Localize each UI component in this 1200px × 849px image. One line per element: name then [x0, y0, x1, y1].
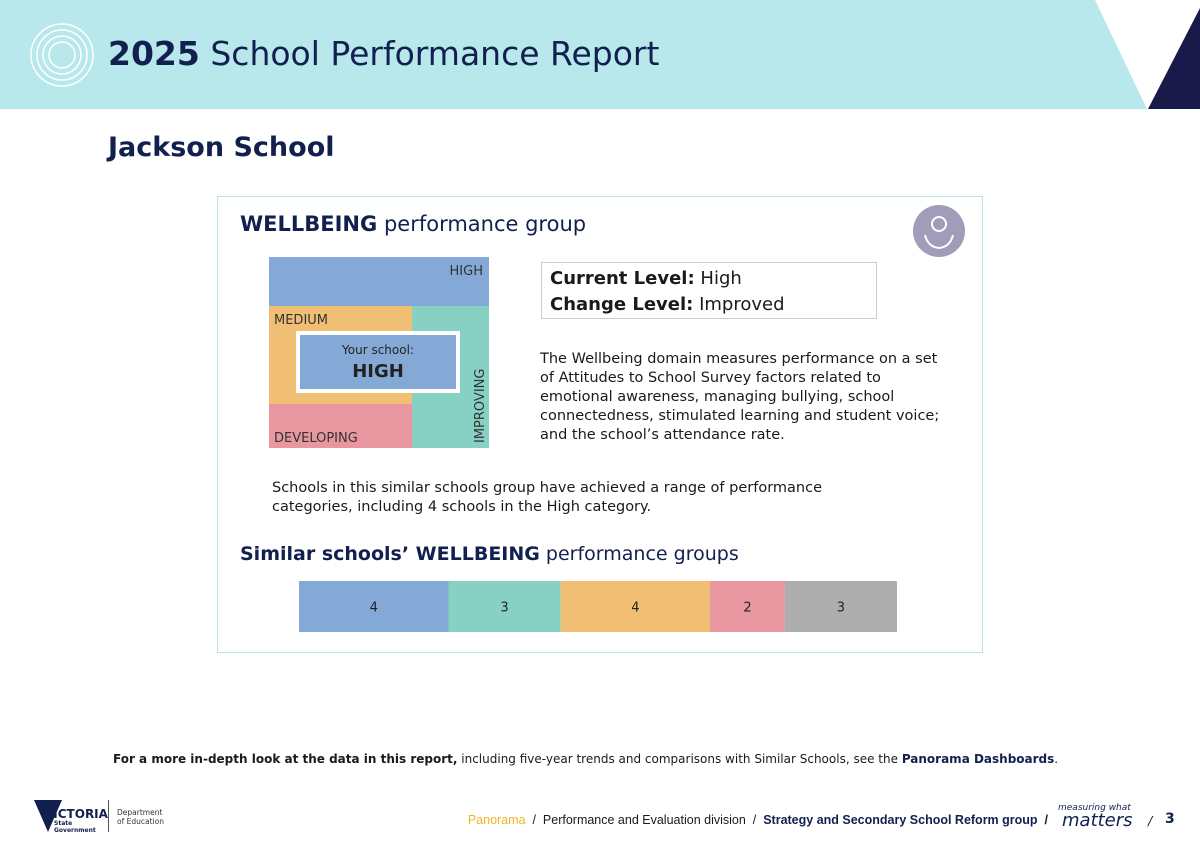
note-text: including five-year trends and compariso… [461, 752, 898, 766]
crumb: Strategy and Secondary School Reform gro… [763, 813, 1038, 827]
wellbeing-icon [913, 205, 965, 257]
of-education: of Education [117, 817, 164, 826]
improving-label: IMPROVING [473, 369, 488, 443]
page-number: 3 [1165, 811, 1175, 827]
current-level-row: Current Level: High [550, 266, 876, 292]
measuring-what: measuring what [1058, 803, 1131, 813]
note-end: . [1054, 752, 1059, 766]
group-segment [784, 581, 897, 632]
developing-label: DEVELOPING [274, 431, 358, 446]
value: High [700, 268, 742, 289]
group-count: 2 [743, 601, 751, 616]
group-count: 4 [631, 601, 639, 616]
title-bold: Similar schools’ WELLBEING [240, 543, 540, 565]
title-rest: performance groups [545, 543, 739, 565]
panel [217, 196, 983, 653]
logo-department: Department of Education [117, 808, 164, 826]
group-count: 4 [370, 601, 378, 616]
department: Department [117, 808, 163, 817]
group-segment [560, 581, 711, 632]
logo-state-government: State Government [54, 820, 96, 834]
year: 2025 [108, 34, 200, 73]
logo-mark [34, 800, 62, 832]
title-bold: WELLBEING [240, 212, 378, 236]
high-label: HIGH [450, 264, 483, 279]
change-level-row: Change Level: Improved [550, 292, 876, 318]
crumb: Performance and Evaluation division [542, 813, 746, 827]
report-title: 2025 School Performance Report [108, 34, 659, 73]
state: State [54, 820, 73, 827]
your-school-label: Your school: [341, 343, 414, 357]
group-segment [299, 581, 449, 632]
description: The Wellbeing domain measures performanc… [540, 351, 940, 443]
label: Change Level: [550, 294, 694, 315]
victoria-logo: VICTORIA State Government Department of Ed… [34, 798, 164, 836]
separator: / [752, 813, 757, 827]
title: School Performance Report [210, 34, 660, 73]
separator: / [1148, 813, 1153, 828]
title-rest: performance group [383, 212, 587, 236]
group-count: 3 [837, 601, 845, 616]
matters: matters [1062, 810, 1133, 831]
similar-text: Schools in this similar schools group ha… [272, 480, 823, 515]
government: Government [54, 827, 96, 834]
separator: / [1044, 813, 1048, 827]
note-bold: For a more in-depth look at the data in … [113, 752, 458, 766]
similar-groups-bar: 4 3 4 2 3 [299, 581, 897, 632]
label: Current Level: [550, 268, 695, 289]
group-count: 3 [500, 601, 508, 616]
breadcrumb: Panorama / Performance and Evaluation di… [468, 813, 1048, 827]
similar-title: Similar schools’ WELLBEING performance g… [240, 543, 739, 565]
school-name: Jackson School [108, 132, 335, 163]
group-segment [710, 581, 785, 632]
matrix: HIGH MEDIUM DEVELOPING IMPROVING Your sc… [269, 257, 489, 448]
crumb: Panorama [467, 813, 526, 827]
footer-note: For a more in-depth look at the data in … [113, 752, 1058, 766]
logo-divider [108, 800, 109, 832]
header-band [0, 0, 1200, 109]
level-box: Current Level: High Change Level: Improv… [541, 262, 877, 319]
medium-label: MEDIUM [274, 313, 328, 328]
value: Improved [699, 294, 785, 315]
group-segment [448, 581, 561, 632]
panel-title: WELLBEING performance group [240, 212, 586, 236]
panorama-link[interactable]: Panorama Dashboards [901, 752, 1055, 766]
logo-victoria: VICTORIA [44, 807, 108, 821]
your-level: HIGH [352, 361, 404, 382]
separator: / [532, 813, 536, 827]
